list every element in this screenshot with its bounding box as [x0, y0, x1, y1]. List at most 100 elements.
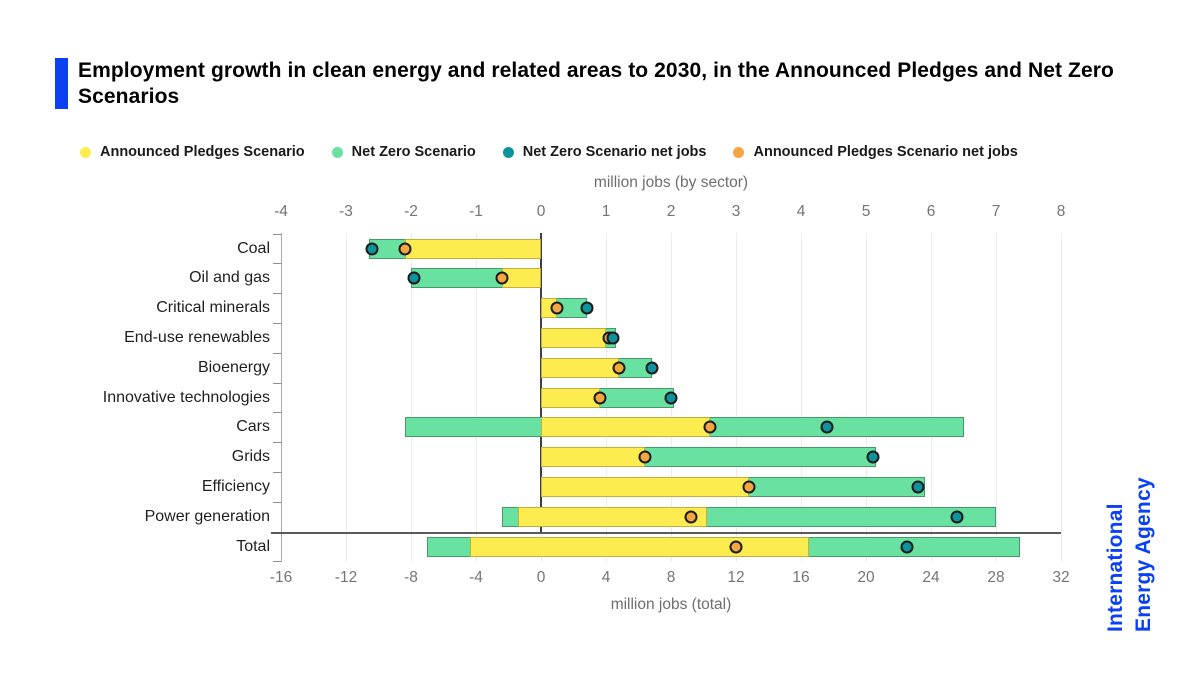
dot-aps-net-total: [729, 540, 743, 553]
dot-nze-net-oil-and-gas: [407, 271, 421, 285]
dot-aps-net-coal: [398, 242, 411, 255]
bar-announced-pledges-end-use-renewables: [541, 327, 606, 348]
top-tick-label: -2: [404, 203, 418, 220]
top-tick-label: 6: [926, 203, 936, 220]
bottom-tick-label: 16: [792, 569, 810, 586]
gridline: [411, 233, 412, 562]
bar-announced-pledges-power-generation: [518, 506, 707, 527]
top-axis-title: million jobs (by sector): [593, 174, 749, 191]
legend-item-0: Announced Pledges Scenario: [80, 144, 305, 160]
bar-announced-pledges-coal: [404, 238, 541, 259]
iea-logo-line2: Energy Agency: [1131, 477, 1155, 632]
gridline: [996, 233, 997, 562]
legend-item-3: Announced Pledges Scenario net jobs: [733, 144, 1018, 160]
top-tick-label: -3: [339, 203, 353, 220]
category-label-cars: Cars: [236, 418, 270, 436]
category-boundary-tick: [273, 412, 281, 414]
category-label-bioenergy: Bioenergy: [197, 358, 270, 376]
bottom-tick-label: 20: [857, 569, 875, 586]
dot-aps-net-critical-minerals: [550, 301, 564, 315]
top-tick-label: 0: [536, 203, 546, 220]
dot-aps-net-innovative-technologies: [593, 391, 606, 404]
bottom-tick-label: -4: [469, 569, 483, 586]
gridline: [346, 233, 347, 562]
zero-line: [540, 233, 542, 532]
top-tick-label: 4: [796, 203, 806, 220]
category-boundary-tick: [273, 352, 281, 354]
category-boundary-tick: [273, 442, 281, 444]
bar-announced-pledges-total: [469, 536, 810, 557]
dot-nze-net-innovative-technologies: [664, 391, 678, 404]
category-boundary-tick: [273, 382, 281, 384]
dot-aps-net-efficiency: [742, 480, 756, 494]
category-label-coal: Coal: [237, 239, 270, 257]
dot-nze-net-total: [900, 540, 914, 553]
category-labels: Coal Oil and gas Critical minerals End-use …: [0, 233, 270, 562]
category-label-innovative-technologies: Innovative technologies: [102, 388, 270, 406]
top-tick-label: 3: [731, 203, 741, 220]
bar-announced-pledges-efficiency: [541, 476, 749, 497]
bottom-tick-label: 12: [727, 569, 745, 586]
bottom-tick-label: 4: [601, 569, 611, 586]
category-label-grids: Grids: [231, 448, 270, 466]
dot-nze-net-end-use-renewables: [606, 331, 619, 345]
bottom-tick-label: 24: [922, 569, 940, 586]
category-label-total: Total: [236, 537, 270, 555]
legend-label: Net Zero Scenario net jobs: [522, 144, 707, 160]
dot-nze-net-efficiency: [911, 480, 925, 494]
gridline: [1061, 233, 1062, 562]
bottom-tick-label: 32: [1052, 569, 1070, 586]
category-boundary-tick: [273, 501, 281, 503]
dot-nze-net-critical-minerals: [580, 301, 593, 315]
category-boundary-tick: [273, 472, 281, 473]
page-title: Employment growth in clean energy and re…: [78, 59, 1114, 109]
category-label-power-generation: Power generation: [144, 507, 270, 525]
title-accent-bar: [55, 58, 68, 109]
category-boundary-tick: [273, 233, 281, 235]
top-tick-label: 8: [1056, 203, 1066, 220]
left-axis-line: [281, 233, 282, 562]
legend-dot-icon: [733, 146, 745, 158]
bottom-tick-label: -8: [404, 569, 418, 586]
chart-legend: Announced Pledges Scenario Net Zero Scena…: [80, 144, 1018, 160]
bottom-tick-label: 0: [536, 569, 546, 586]
dot-aps-net-grids: [638, 450, 652, 464]
dot-aps-net-cars: [703, 420, 717, 434]
category-label-end-use-renewables: End-use renewables: [124, 328, 270, 346]
bottom-tick-label: 28: [987, 569, 1005, 586]
bottom-tick-label: 8: [666, 569, 676, 586]
top-tick-label: -4: [274, 203, 288, 220]
top-tick-label: -1: [469, 203, 483, 220]
category-boundary-tick: [273, 293, 281, 295]
top-tick-label: 2: [666, 203, 676, 220]
iea-logo: International Energy Agency: [1102, 477, 1200, 675]
dot-nze-net-coal: [365, 242, 379, 255]
legend-dot-icon: [331, 146, 343, 158]
category-label-critical-minerals: Critical minerals: [156, 299, 270, 317]
dot-aps-net-oil-and-gas: [495, 271, 509, 285]
plot-area: [271, 233, 1062, 563]
category-boundary-tick: [273, 263, 281, 265]
bar-announced-pledges-bioenergy: [541, 357, 619, 378]
gridline: [736, 233, 737, 562]
category-label-efficiency: Efficiency: [201, 477, 270, 495]
dot-nze-net-cars: [820, 420, 834, 434]
bottom-tick-label: -16: [269, 569, 293, 586]
total-separator-line: [271, 531, 1061, 534]
dot-nze-net-power-generation: [950, 510, 964, 524]
top-tick-label: 1: [601, 203, 611, 220]
gridline: [931, 233, 932, 562]
bar-announced-pledges-cars: [541, 417, 710, 438]
top-tick-label: 7: [991, 203, 1001, 220]
top-tick-label: 5: [861, 203, 871, 220]
bottom-axis-title: million jobs (total): [610, 596, 732, 613]
gridline: [801, 233, 802, 562]
legend-label: Announced Pledges Scenario net jobs: [753, 144, 1018, 160]
iea-logo-line1: International: [1104, 503, 1127, 632]
category-boundary-tick: [273, 323, 281, 324]
gridline: [476, 233, 477, 562]
category-boundary-tick: [273, 561, 281, 563]
dot-nze-net-bioenergy: [645, 361, 658, 375]
legend-dot-icon: [80, 146, 91, 158]
